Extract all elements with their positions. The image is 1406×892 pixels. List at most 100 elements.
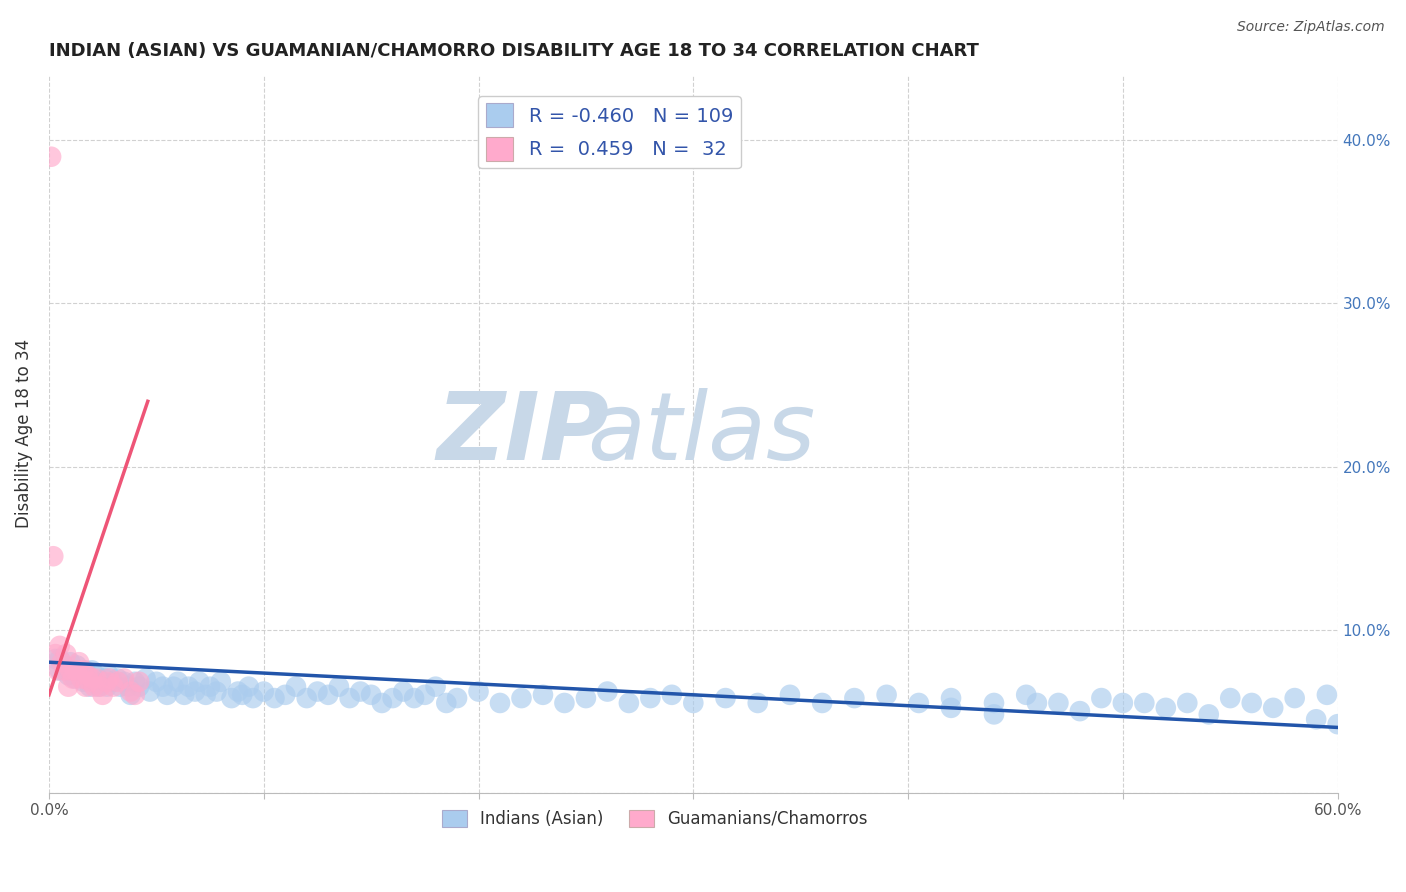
Point (80, 664, 103, 678)
Point (76, 672, 98, 686)
Point (295, 691, 318, 706)
Point (58, 680, 80, 694)
Point (112, 674, 135, 689)
Point (226, 684, 249, 698)
Point (263, 691, 285, 706)
Point (48, 652, 70, 666)
Point (1263, 701, 1285, 715)
Point (1316, 688, 1339, 702)
Point (908, 696, 931, 710)
Point (128, 674, 150, 689)
Point (156, 688, 179, 702)
Point (1015, 688, 1038, 702)
Point (124, 688, 146, 702)
Point (107, 674, 129, 689)
Point (434, 696, 457, 710)
Point (489, 696, 512, 710)
Point (42, 549, 65, 564)
Point (188, 674, 211, 689)
Point (1154, 701, 1177, 715)
Point (112, 672, 135, 686)
Point (166, 674, 188, 689)
Point (70, 668, 93, 682)
Point (1112, 696, 1135, 710)
Point (467, 684, 489, 698)
Point (1240, 696, 1263, 710)
Legend: Indians (Asian), Guamanians/Chamorros: Indians (Asian), Guamanians/Chamorros (436, 803, 875, 835)
Text: ZIP: ZIP (437, 388, 610, 480)
Point (67, 655, 90, 669)
Point (1090, 691, 1112, 706)
Point (79, 674, 101, 689)
Point (80, 672, 103, 686)
Point (316, 688, 339, 702)
Point (162, 680, 184, 694)
Point (242, 691, 264, 706)
Point (876, 688, 898, 702)
Point (84, 668, 107, 682)
Point (253, 684, 276, 698)
Point (307, 684, 329, 698)
Point (139, 684, 162, 698)
Text: atlas: atlas (588, 388, 815, 479)
Point (413, 688, 436, 702)
Point (425, 680, 447, 694)
Point (640, 691, 662, 706)
Point (404, 691, 426, 706)
Point (70, 672, 93, 686)
Point (844, 691, 866, 706)
Point (285, 680, 308, 694)
Point (446, 691, 468, 706)
Point (48, 664, 70, 678)
Point (198, 680, 221, 694)
Point (575, 691, 598, 706)
Point (55, 664, 77, 678)
Point (661, 688, 683, 702)
Point (89, 680, 111, 694)
Point (58, 668, 80, 682)
Point (349, 684, 371, 698)
Point (108, 680, 131, 694)
Point (553, 696, 575, 710)
Point (91, 688, 114, 702)
Point (1026, 696, 1049, 710)
Point (51, 655, 73, 669)
Point (91, 674, 114, 689)
Point (811, 696, 834, 710)
Point (983, 696, 1005, 710)
Point (117, 680, 139, 694)
Point (63, 664, 86, 678)
Point (274, 688, 297, 702)
Point (1219, 691, 1241, 706)
Point (173, 688, 195, 702)
Point (94, 672, 117, 686)
Point (72, 664, 94, 678)
Point (714, 691, 737, 706)
Point (44, 647, 66, 661)
Point (128, 680, 150, 694)
Point (87, 680, 110, 694)
Point (238, 680, 260, 694)
Point (392, 684, 415, 698)
Point (1175, 696, 1198, 710)
Point (1133, 696, 1156, 710)
Point (59, 664, 82, 678)
Point (939, 701, 962, 715)
Point (72, 674, 94, 689)
Point (1305, 712, 1327, 726)
Point (209, 674, 232, 689)
Point (1069, 704, 1091, 718)
Point (779, 688, 801, 702)
Point (75, 680, 97, 694)
Point (1198, 707, 1220, 722)
Point (48, 639, 70, 653)
Point (59, 655, 82, 669)
Point (617, 696, 640, 710)
Point (83, 680, 105, 694)
Point (39, 150, 62, 164)
Point (184, 684, 207, 698)
Point (135, 672, 157, 686)
Point (194, 688, 217, 702)
Point (66, 658, 89, 673)
Point (983, 707, 1005, 722)
